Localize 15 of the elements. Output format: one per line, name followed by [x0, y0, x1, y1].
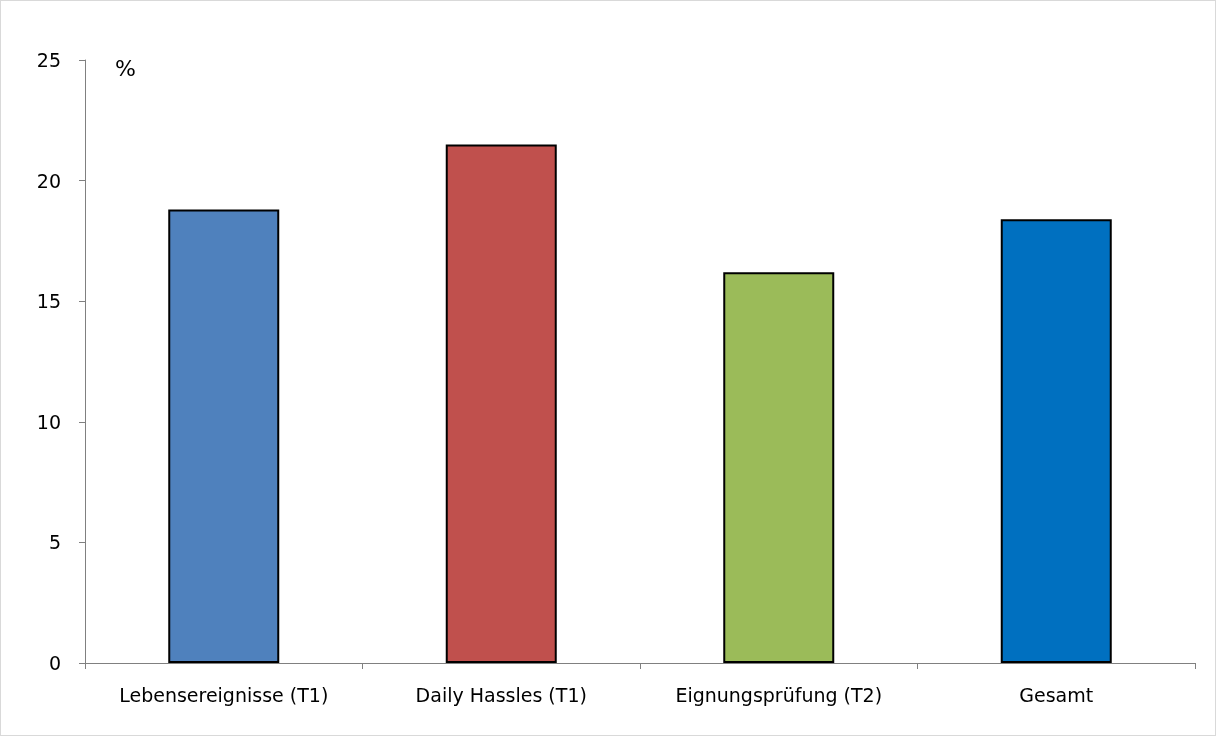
x-tick-label: Lebensereignisse (T1)	[119, 683, 329, 706]
x-tick-label: Eignungsprüfung (T2)	[675, 683, 883, 706]
bar	[445, 144, 557, 663]
bar	[1000, 219, 1112, 663]
x-tick-label: Daily Hassles (T1)	[415, 683, 587, 706]
y-tick-label: 0	[48, 652, 61, 674]
y-tick-label: 10	[36, 410, 61, 433]
y-tick-label: 20	[36, 169, 61, 192]
y-axis-title: %	[115, 55, 136, 81]
y-tick-label: 5	[48, 531, 61, 554]
x-tick-label: Gesamt	[1019, 683, 1094, 706]
y-tick-label: 25	[36, 49, 61, 71]
bar	[723, 272, 835, 663]
bar	[168, 209, 280, 663]
y-tick-label: 15	[36, 290, 61, 313]
